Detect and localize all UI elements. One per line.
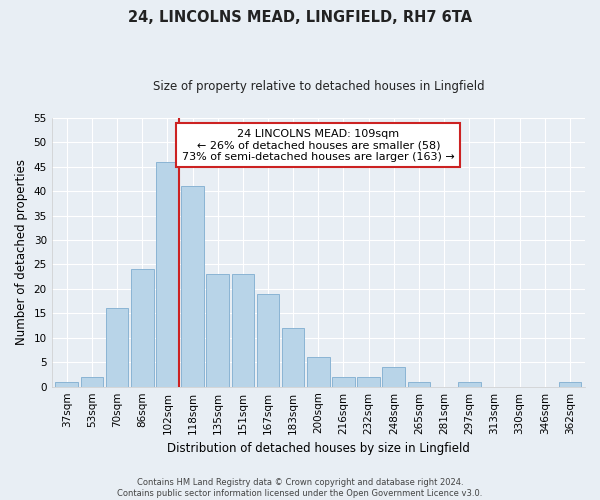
Bar	[559, 382, 581, 386]
Bar	[382, 367, 405, 386]
Bar	[156, 162, 179, 386]
Bar	[131, 270, 154, 386]
Y-axis label: Number of detached properties: Number of detached properties	[15, 159, 28, 345]
Text: Contains HM Land Registry data © Crown copyright and database right 2024.
Contai: Contains HM Land Registry data © Crown c…	[118, 478, 482, 498]
Bar	[257, 294, 280, 386]
Bar	[458, 382, 481, 386]
Bar	[332, 377, 355, 386]
Bar	[407, 382, 430, 386]
Title: Size of property relative to detached houses in Lingfield: Size of property relative to detached ho…	[152, 80, 484, 93]
X-axis label: Distribution of detached houses by size in Lingfield: Distribution of detached houses by size …	[167, 442, 470, 455]
Bar	[80, 377, 103, 386]
Text: 24, LINCOLNS MEAD, LINGFIELD, RH7 6TA: 24, LINCOLNS MEAD, LINGFIELD, RH7 6TA	[128, 10, 472, 25]
Bar	[181, 186, 204, 386]
Text: 24 LINCOLNS MEAD: 109sqm
← 26% of detached houses are smaller (58)
73% of semi-d: 24 LINCOLNS MEAD: 109sqm ← 26% of detach…	[182, 128, 455, 162]
Bar	[307, 358, 329, 386]
Bar	[106, 308, 128, 386]
Bar	[206, 274, 229, 386]
Bar	[358, 377, 380, 386]
Bar	[55, 382, 78, 386]
Bar	[232, 274, 254, 386]
Bar	[282, 328, 304, 386]
